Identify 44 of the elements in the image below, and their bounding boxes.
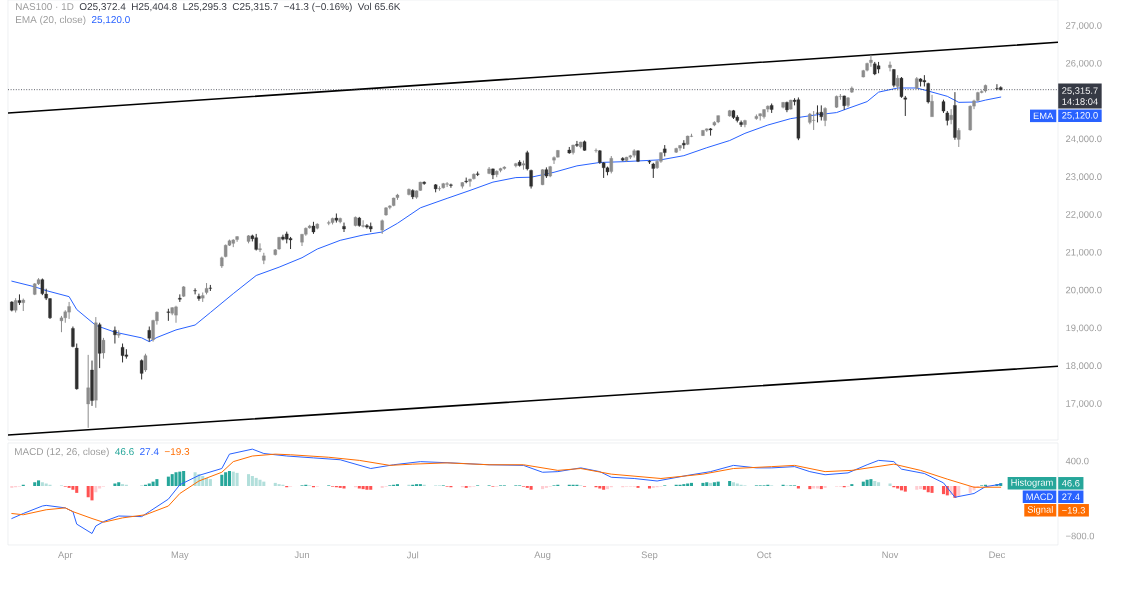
chart-title: MACD (12, 26, close) [15, 447, 109, 458]
y-tick-label: 17,000.0 [1066, 400, 1102, 408]
legend-label: MACD [1026, 493, 1053, 501]
y-tick-label: −800.0 [1066, 532, 1095, 540]
x-tick-label: Aug [534, 551, 551, 560]
x-tick-label: Nov [882, 551, 899, 559]
annotation: C25,315.7 [232, 3, 278, 12]
x-tick-label: May [171, 551, 189, 560]
y-tick-label: 26,000.0 [1066, 59, 1102, 68]
annotation: −19.3 [164, 448, 190, 456]
y-tick-label: 18,000.0 [1066, 362, 1102, 371]
annotation: H25,404.8 [132, 3, 177, 12]
annotation: 25,120.0 [91, 16, 130, 25]
annotation: L25,295.3 [183, 3, 227, 12]
text: 25,120.0 [1062, 112, 1098, 120]
annotation: Vol 65.6K [357, 2, 401, 11]
annotation: O25,372.4 [79, 3, 126, 12]
annotation: 27.4 [140, 448, 159, 455]
x-tick-label: Jun [294, 551, 309, 559]
y-tick-label: 23,000.0 [1066, 173, 1102, 182]
y-tick-label: 22,000.0 [1066, 211, 1102, 219]
annotation: 46.6 [115, 448, 134, 456]
x-tick-label: Dec [989, 551, 1006, 559]
y-tick-label: 27,000.0 [1066, 22, 1102, 30]
y-tick-label: 19,000.0 [1066, 324, 1102, 333]
chart-title: NAS100 · 1D [16, 3, 74, 11]
x-tick-label: Oct [757, 551, 772, 559]
ref-line-label: 25,315.7 [1062, 87, 1098, 96]
y-tick-label: 21,000.0 [1066, 248, 1102, 257]
text: −19.3 [1062, 506, 1085, 514]
y-tick-label: 20,000.0 [1066, 286, 1102, 295]
legend-label: Histogram [1011, 478, 1053, 488]
y-tick-label: 400.0 [1065, 457, 1089, 465]
x-tick-label: Jul [406, 551, 419, 559]
legend-label: EMA [1033, 112, 1054, 120]
annotation: EMA (20, close) [16, 15, 86, 26]
x-tick-label: Sep [641, 551, 658, 560]
y-tick-label: 24,000.0 [1066, 135, 1102, 144]
x-tick-label: Apr [58, 551, 73, 560]
text: 27.4 [1062, 493, 1080, 501]
annotation: −41.3 (−0.16%) [284, 2, 352, 13]
text: 46.6 [1061, 479, 1080, 487]
text: 14:18:04 [1062, 98, 1098, 105]
legend-label: Signal [1027, 505, 1053, 515]
